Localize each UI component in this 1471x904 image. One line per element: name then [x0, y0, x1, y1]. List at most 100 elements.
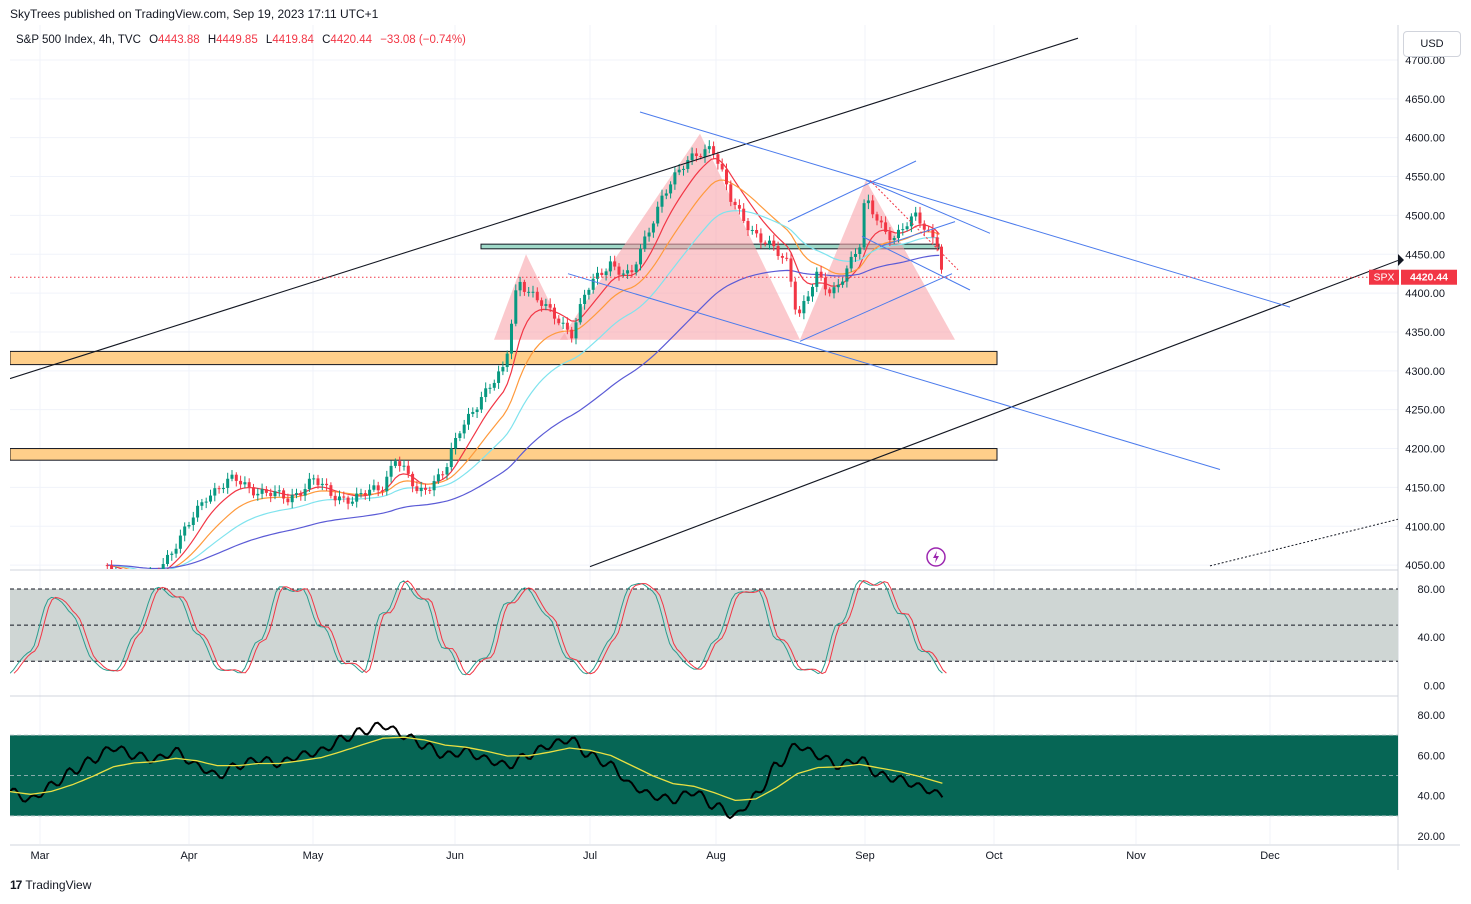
candle-body	[849, 256, 853, 269]
candle-body	[454, 437, 458, 449]
candle-body	[458, 433, 462, 438]
price-tick-label: 4050.00	[1405, 560, 1445, 572]
candle-body	[204, 501, 208, 503]
candle-body	[531, 291, 535, 293]
moving-averages	[107, 157, 940, 569]
dotted-red-projection[interactable]	[869, 180, 959, 271]
rsi-tick-label: 20.00	[1417, 831, 1445, 843]
wedge-top[interactable]	[879, 221, 956, 247]
lower-channel-line[interactable]	[589, 259, 1398, 568]
candle-body	[699, 156, 703, 158]
dotted-projection-line[interactable]	[1209, 518, 1398, 567]
candle-body	[226, 478, 230, 488]
candle-body	[213, 488, 217, 496]
candle-body	[922, 223, 926, 230]
price-tick-label: 4700.00	[1405, 55, 1445, 67]
scroll-marker-icon[interactable]	[1398, 254, 1404, 266]
candle-body	[677, 169, 681, 173]
candle-body	[544, 304, 548, 306]
candle-body	[389, 465, 393, 477]
candle-body	[398, 461, 402, 467]
candle-body	[239, 480, 243, 485]
support-zone-2[interactable]	[10, 448, 998, 461]
ma-orange-line	[107, 179, 940, 569]
candle-body	[428, 489, 432, 491]
candle-body	[832, 287, 836, 294]
candle-body	[522, 281, 526, 292]
candle-body	[415, 486, 419, 492]
descending-resistance-line[interactable]	[639, 111, 1291, 308]
support-zone-1[interactable]	[10, 350, 998, 366]
price-axis[interactable]: 4700.00 4650.00 4600.00 4550.00 4500.00 4450.…	[1405, 55, 1445, 843]
candle-body	[316, 478, 320, 486]
candle-body	[411, 473, 415, 487]
candle-body	[694, 153, 698, 157]
candle-body	[333, 495, 337, 501]
legend-close-value: 4420.44	[330, 34, 372, 46]
candle-body	[286, 498, 290, 503]
candle-body	[703, 149, 707, 157]
price-tick-label: 4100.00	[1405, 521, 1445, 533]
rsi-tick-label: 40.00	[1417, 791, 1445, 803]
candle-body	[337, 496, 341, 501]
candle-body	[432, 481, 436, 491]
rising-channel-top[interactable]	[787, 160, 917, 223]
candle-body	[170, 553, 174, 555]
candle-body	[462, 424, 466, 434]
candle-body	[819, 271, 823, 278]
rising-channel-bottom[interactable]	[799, 273, 953, 342]
rsi-line	[10, 721, 944, 820]
candle-body	[299, 493, 303, 496]
ideas-icon[interactable]	[926, 547, 946, 567]
right-shoulder-resistance[interactable]	[865, 179, 991, 234]
candle-body	[634, 264, 638, 273]
candle-body	[363, 493, 367, 496]
price-tick-label: 4550.00	[1405, 172, 1445, 184]
candle-body	[578, 304, 582, 323]
candle-body	[552, 307, 556, 319]
publisher-line: SkyTrees published on TradingView.com, S…	[10, 7, 379, 21]
ma-red-line	[107, 157, 940, 569]
legend-low-value: 4419.84	[272, 34, 314, 46]
candle-body	[393, 461, 397, 466]
candle-body	[793, 281, 797, 310]
candle-body	[303, 489, 307, 496]
candle-body	[892, 238, 896, 241]
candle-body	[380, 490, 384, 492]
candle-body	[815, 271, 819, 287]
candle-body	[342, 496, 346, 498]
price-tick-label: 4300.00	[1405, 366, 1445, 378]
candle-body	[234, 474, 238, 481]
time-tick-label: Mar	[31, 850, 50, 862]
descending-support-line[interactable]	[567, 273, 1221, 471]
right-shoulder-support[interactable]	[861, 235, 971, 291]
price-tag-symbol: SPX	[1373, 272, 1394, 284]
pattern-shading	[494, 133, 955, 340]
price-tick-label: 4600.00	[1405, 133, 1445, 145]
candle-body	[802, 301, 806, 314]
candle-body	[376, 485, 380, 491]
candle-body	[548, 304, 552, 308]
candle-body	[841, 281, 845, 285]
legend-low-label: L	[265, 34, 273, 46]
candle-body	[664, 193, 668, 196]
legend-open-label: O	[149, 34, 159, 46]
candle-body	[858, 247, 862, 254]
time-axis[interactable]: Mar Apr May Jun Jul Aug Sep Oct Nov Dec	[31, 850, 1281, 862]
candle-body	[505, 353, 509, 368]
candle-body	[385, 476, 389, 492]
symbol-legend[interactable]: S&P 500 Index, 4h, TVC O4443.88 H4449.85…	[16, 34, 466, 46]
candle-body	[165, 554, 169, 565]
candle-body	[643, 236, 647, 249]
candle-body	[557, 318, 561, 324]
footer-brand[interactable]: 17 TradingView	[10, 878, 91, 892]
candle-body	[737, 205, 741, 209]
time-tick-label: Jul	[583, 850, 597, 862]
upper-channel-line[interactable]	[10, 37, 1079, 380]
candles	[105, 140, 943, 569]
candle-body	[862, 203, 866, 248]
stochastic-lines	[10, 580, 1398, 676]
currency-button[interactable]: USD	[1403, 31, 1461, 57]
candle-body	[914, 212, 918, 217]
